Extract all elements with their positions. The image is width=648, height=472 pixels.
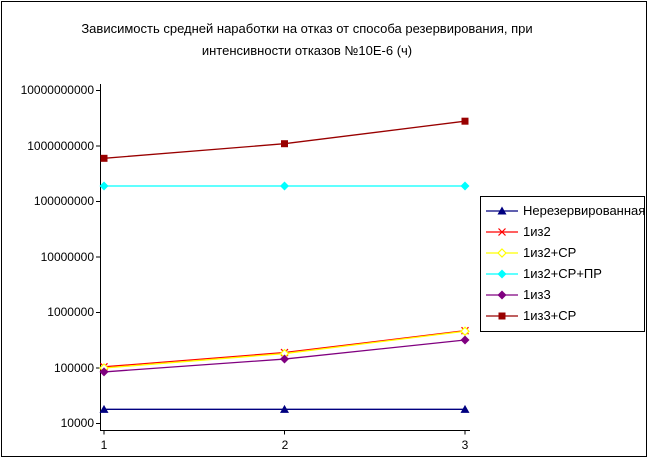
y-axis-tick-label: 1000000000 xyxy=(27,139,94,153)
legend-item: 1из2 xyxy=(485,221,644,242)
x-axis-tick-label: 2 xyxy=(281,438,289,452)
legend-label: Нерезервированная xyxy=(523,203,646,218)
legend-line-diamond-marker-icon xyxy=(486,290,518,299)
legend-line-square-marker-icon xyxy=(486,312,518,319)
x-axis-tick-label: 1 xyxy=(100,438,108,452)
legend-label: 1из2+СР+ПР xyxy=(523,266,602,281)
legend-label: 1из3 xyxy=(523,287,551,302)
legend-label: 1из3+СР xyxy=(523,308,577,323)
chart-title: Зависимость средней наработки на отказ о… xyxy=(0,18,614,62)
legend-label: 1из2+СР xyxy=(523,245,577,260)
legend-item: 1из2+СР+ПР xyxy=(485,263,644,284)
y-axis-tick-label: 10000000 xyxy=(40,250,94,264)
legend-line-open-diamond-marker-icon xyxy=(486,247,518,258)
legend-item: 1из3 xyxy=(485,284,644,305)
legend-label: 1из2 xyxy=(523,224,551,239)
y-axis-tick-label: 10000000000 xyxy=(20,83,94,97)
x-axis-tick-label: 3 xyxy=(461,438,469,452)
y-axis-tick-label: 100000000 xyxy=(33,194,94,208)
legend-line-diamond-marker-icon xyxy=(486,269,518,278)
legend-line-x-marker-icon xyxy=(486,227,518,236)
chart-title-line1: Зависимость средней наработки на отказ о… xyxy=(81,21,533,36)
y-axis-tick-label: 10000 xyxy=(60,416,94,430)
chart-frame xyxy=(1,1,647,457)
legend-line-triangle-marker-icon xyxy=(486,206,518,214)
y-axis-tick-label: 100000 xyxy=(53,361,94,375)
legend-item: Нерезервированная xyxy=(485,200,646,221)
chart-title-line2: интенсивности отказов №10Е-6 (ч) xyxy=(201,43,413,58)
legend-item: 1из3+СР xyxy=(485,305,644,326)
legend-item: 1из2+СР xyxy=(485,242,644,263)
y-axis-tick-label: 1000000 xyxy=(47,305,94,319)
legend-box: Нерезервированная 1из2 1из2+СР 1из2+СР+П… xyxy=(480,196,645,332)
